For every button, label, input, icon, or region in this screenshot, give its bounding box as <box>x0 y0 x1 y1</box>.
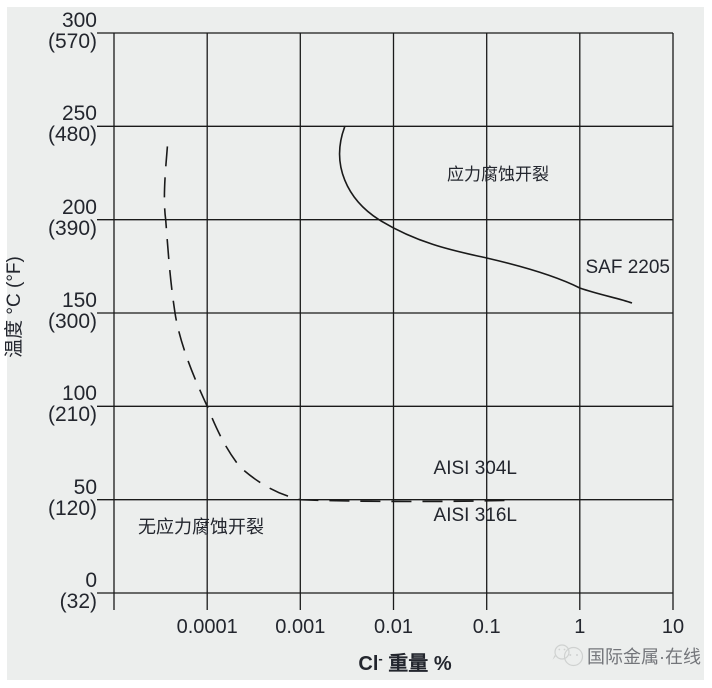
svg-text:应力腐蚀开裂: 应力腐蚀开裂 <box>447 165 549 184</box>
svg-text:SAF 2205: SAF 2205 <box>586 257 671 278</box>
svg-text:温度 °C (°F): 温度 °C (°F) <box>3 256 25 358</box>
svg-text:0.01: 0.01 <box>374 616 413 638</box>
svg-text:50: 50 <box>74 476 97 499</box>
svg-text:150: 150 <box>62 289 97 312</box>
svg-text:300: 300 <box>62 9 97 32</box>
svg-text:(390): (390) <box>48 217 97 240</box>
svg-text:(480): (480) <box>48 123 97 146</box>
svg-text:AISI 304L: AISI 304L <box>434 458 517 479</box>
svg-text:0.0001: 0.0001 <box>177 616 238 638</box>
svg-text:100: 100 <box>62 382 97 405</box>
svg-text:(570): (570) <box>48 30 97 53</box>
svg-text:250: 250 <box>62 102 97 125</box>
svg-text:(300): (300) <box>48 310 97 333</box>
svg-text:0: 0 <box>85 569 97 592</box>
svg-text:10: 10 <box>662 616 684 638</box>
svg-text:(120): (120) <box>48 497 97 520</box>
svg-text:Cl- 重量 %: Cl- 重量 % <box>358 651 451 676</box>
svg-text:AISI 316L: AISI 316L <box>434 505 517 526</box>
svg-text:0.001: 0.001 <box>275 616 325 638</box>
svg-text:0.1: 0.1 <box>473 616 501 638</box>
svg-text:(210): (210) <box>48 403 97 426</box>
svg-text:200: 200 <box>62 196 97 219</box>
svg-text:(32): (32) <box>60 590 97 613</box>
svg-text:1: 1 <box>574 616 585 638</box>
svg-text:无应力腐蚀开裂: 无应力腐蚀开裂 <box>138 517 264 537</box>
svg-text:国际金属·在线: 国际金属·在线 <box>587 647 701 667</box>
